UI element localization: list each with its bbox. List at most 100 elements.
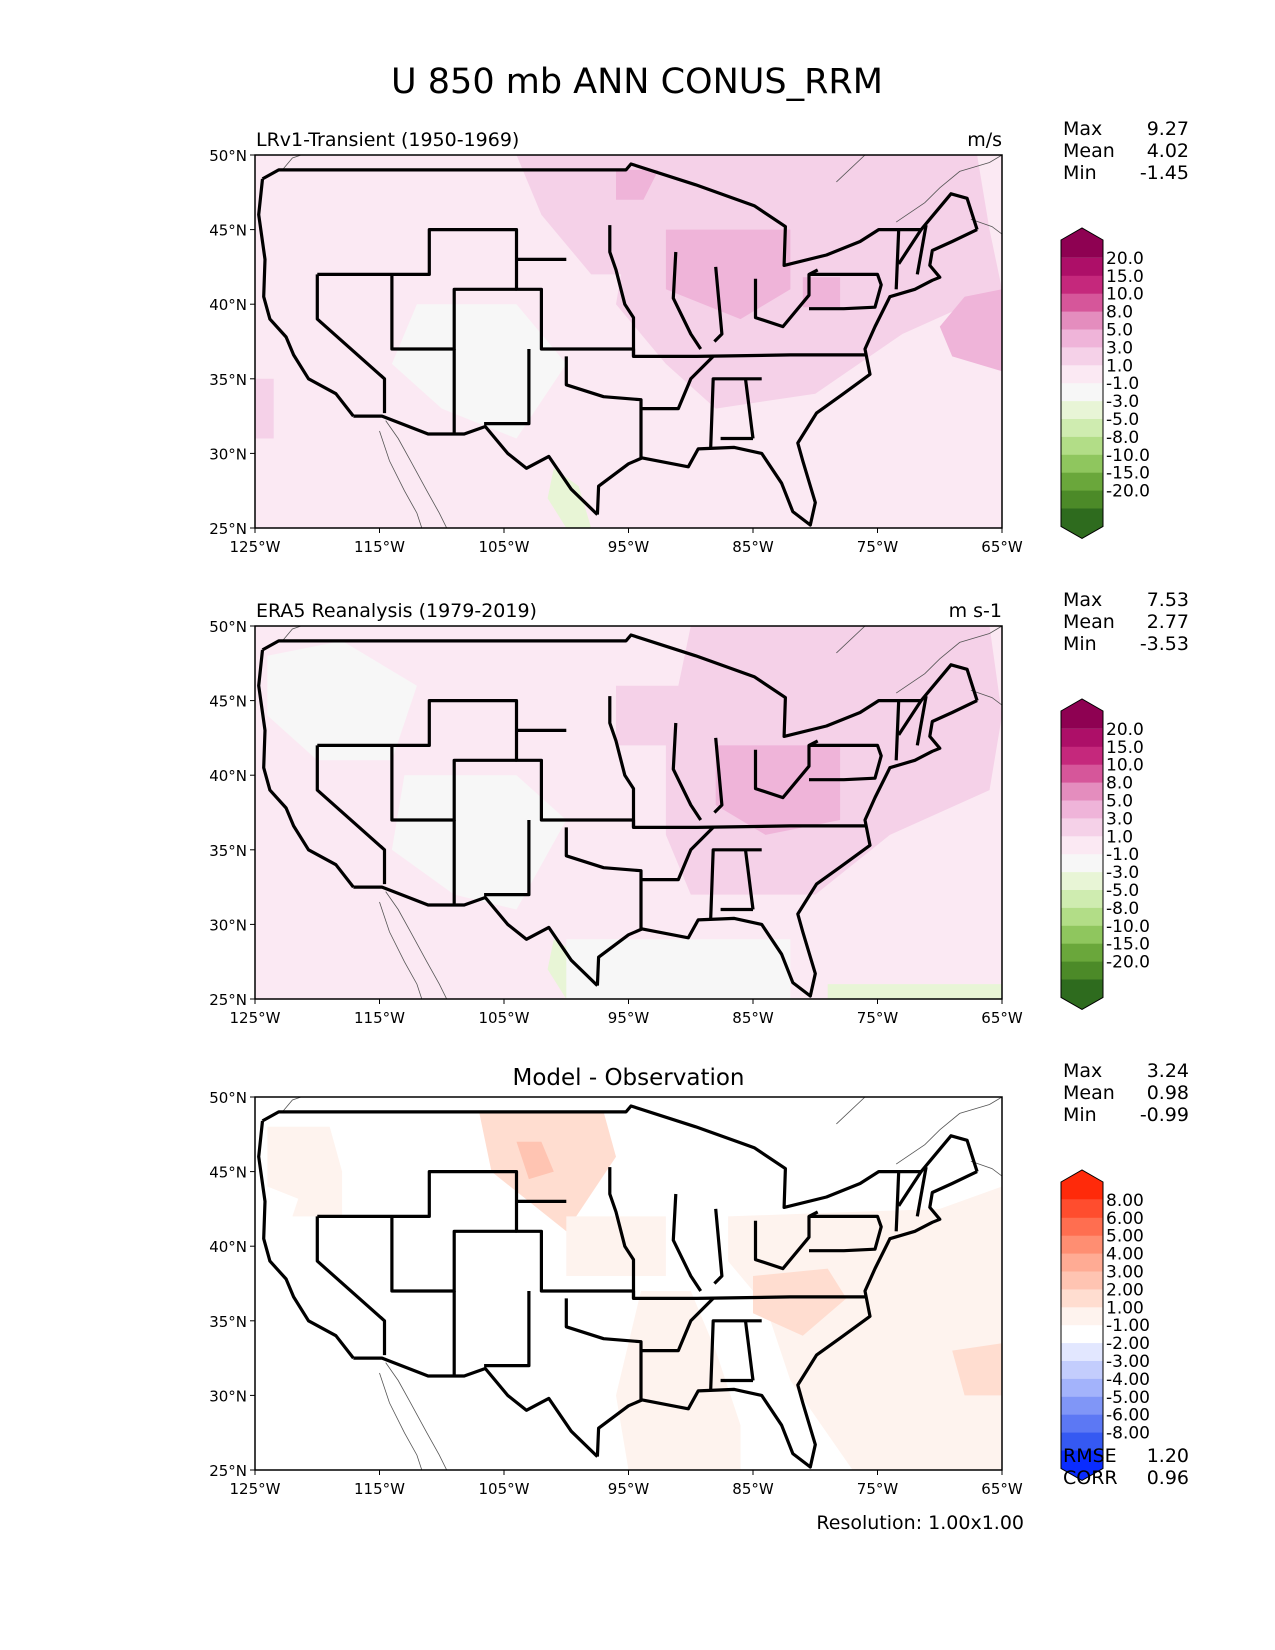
lon-tick-label: 115°W xyxy=(354,538,405,556)
contour-region-9 xyxy=(952,1343,1002,1396)
panel-obs: ERA5 Reanalysis (1979-2019) m s-1 50°N 45°N… xyxy=(209,589,1189,1027)
contour-region-5 xyxy=(566,1216,666,1276)
coastline-3 xyxy=(379,430,423,528)
lon-tick-label: 75°W xyxy=(857,538,899,556)
colorbar-tick-label: -6.00 xyxy=(1106,1406,1150,1426)
colorbar-tick-label: 1.00 xyxy=(1106,1298,1144,1318)
coastline-1 xyxy=(282,1097,302,1113)
colorbar-bin xyxy=(1061,800,1103,819)
colorbar-tick-label: 1.0 xyxy=(1106,827,1133,847)
lon-tick-label: 75°W xyxy=(857,1009,899,1027)
lon-tick-label: 105°W xyxy=(479,1009,530,1027)
colorbar-tick-label: -3.0 xyxy=(1106,392,1139,412)
boundary-23 xyxy=(915,1166,928,1217)
lon-tick-label: 85°W xyxy=(732,1009,774,1027)
boundary-2 xyxy=(257,649,355,889)
boundary-12 xyxy=(564,827,643,929)
colorbar-tick-label: -8.0 xyxy=(1106,899,1139,919)
boundary-17 xyxy=(809,1214,883,1253)
colorbar-bin xyxy=(1061,293,1103,313)
boundary-15 xyxy=(713,737,724,814)
stat-value: 0.96 xyxy=(1147,1467,1189,1489)
colorbar-bin xyxy=(1061,275,1103,295)
colorbar-tick-label: -5.00 xyxy=(1106,1388,1150,1408)
panel-diff: Model - Observation 50°N 45°N 40°N 35°N 30°N 2… xyxy=(209,1060,1189,1498)
colorbar-bin xyxy=(1061,818,1103,837)
coastline-2 xyxy=(385,1362,448,1470)
colorbar-tick-label: -15.0 xyxy=(1106,935,1150,955)
colorbar-tick-label: -4.00 xyxy=(1106,1370,1150,1390)
contour-field xyxy=(257,626,1002,999)
coastline-3 xyxy=(379,1372,423,1470)
boundary-18 xyxy=(709,377,762,448)
stat-value: 0.98 xyxy=(1147,1082,1189,1104)
coastline-6 xyxy=(970,1160,1002,1177)
colorbar-tick-label: 8.00 xyxy=(1106,1191,1144,1211)
contour-region-7 xyxy=(566,939,791,999)
colorbar-bin xyxy=(1061,472,1103,492)
boundary-1 xyxy=(261,633,979,738)
lon-tick-label: 115°W xyxy=(354,1480,405,1498)
contour-region-2 xyxy=(391,775,567,910)
contour-region-6 xyxy=(616,1291,741,1470)
lon-tick-label: 85°W xyxy=(732,538,774,556)
boundary-2 xyxy=(257,1120,355,1360)
coastline-6 xyxy=(970,689,1002,706)
colorbar-bin xyxy=(1061,436,1103,456)
colorbar-tick-label: 8.0 xyxy=(1106,774,1133,794)
boundary-6 xyxy=(315,1216,387,1356)
boundary-22 xyxy=(894,700,901,761)
contour-region-4 xyxy=(516,1141,554,1180)
colorbar-bin xyxy=(1061,1289,1103,1308)
colorbar-tick-label: 5.00 xyxy=(1106,1227,1144,1247)
colorbar-tick-label: 10.0 xyxy=(1106,285,1144,305)
contour-region-1 xyxy=(267,640,417,761)
colorbar-bin xyxy=(1061,782,1103,801)
stat-label: CORR xyxy=(1063,1467,1118,1489)
boundary-15 xyxy=(713,1208,724,1285)
lat-tick-label: 50°N xyxy=(209,618,247,636)
contour-region-6 xyxy=(802,277,841,308)
coastline-1 xyxy=(282,626,302,642)
boundary-3 xyxy=(353,1356,599,1458)
colorbar-tick-label: 2.00 xyxy=(1106,1280,1144,1300)
panels: LRv1-Transient (1950-1969) m/s 50°N 45°N 40°… xyxy=(209,118,1189,1498)
colorbar-bin xyxy=(1061,1361,1103,1380)
colorbar-tick-label: 6.00 xyxy=(1106,1209,1144,1229)
boundary-4 xyxy=(595,699,978,998)
boundary-9 xyxy=(484,1291,531,1368)
contour-region-7 xyxy=(939,289,1002,372)
lat-tick-label: 40°N xyxy=(209,296,247,314)
lon-tick-label: 65°W xyxy=(981,1009,1023,1027)
colorbar-bin xyxy=(1061,311,1103,330)
boundary-19 xyxy=(743,849,755,910)
stat-label: Min xyxy=(1063,1104,1097,1126)
colorbar-bin xyxy=(1061,1396,1103,1416)
colorbar-bin xyxy=(1061,764,1103,784)
colorbar-bin xyxy=(1061,961,1103,980)
lon-tick-label: 85°W xyxy=(732,1480,774,1498)
colorbar-upper-extension xyxy=(1061,1170,1103,1200)
contour-region-1 xyxy=(255,378,274,439)
panel-left-title: ERA5 Reanalysis (1979-2019) xyxy=(256,600,537,622)
colorbar-bin xyxy=(1061,890,1103,909)
resolution-note: Resolution: 1.00x1.00 xyxy=(816,1512,1024,1534)
colorbar-lower-extension xyxy=(1061,508,1103,539)
stat-value: 3.24 xyxy=(1147,1060,1189,1082)
colorbar-bin xyxy=(1061,454,1103,474)
contour-region-2 xyxy=(292,1171,343,1217)
boundary-9 xyxy=(484,349,531,426)
colorbar-bin xyxy=(1061,365,1103,384)
stat-label: Min xyxy=(1063,633,1097,655)
lat-tick-label: 45°N xyxy=(209,1164,247,1182)
stat-label: Max xyxy=(1063,589,1102,611)
colorbar-bin xyxy=(1061,329,1103,348)
stat-label: Min xyxy=(1063,162,1097,184)
lon-tick-label: 95°W xyxy=(608,1009,650,1027)
colorbar-bin xyxy=(1061,347,1103,366)
lon-tick-label: 75°W xyxy=(857,1480,899,1498)
colorbar-lower-extension xyxy=(1061,1450,1103,1481)
stat-label: RMSE xyxy=(1063,1445,1117,1467)
colorbar-bin xyxy=(1061,925,1103,945)
